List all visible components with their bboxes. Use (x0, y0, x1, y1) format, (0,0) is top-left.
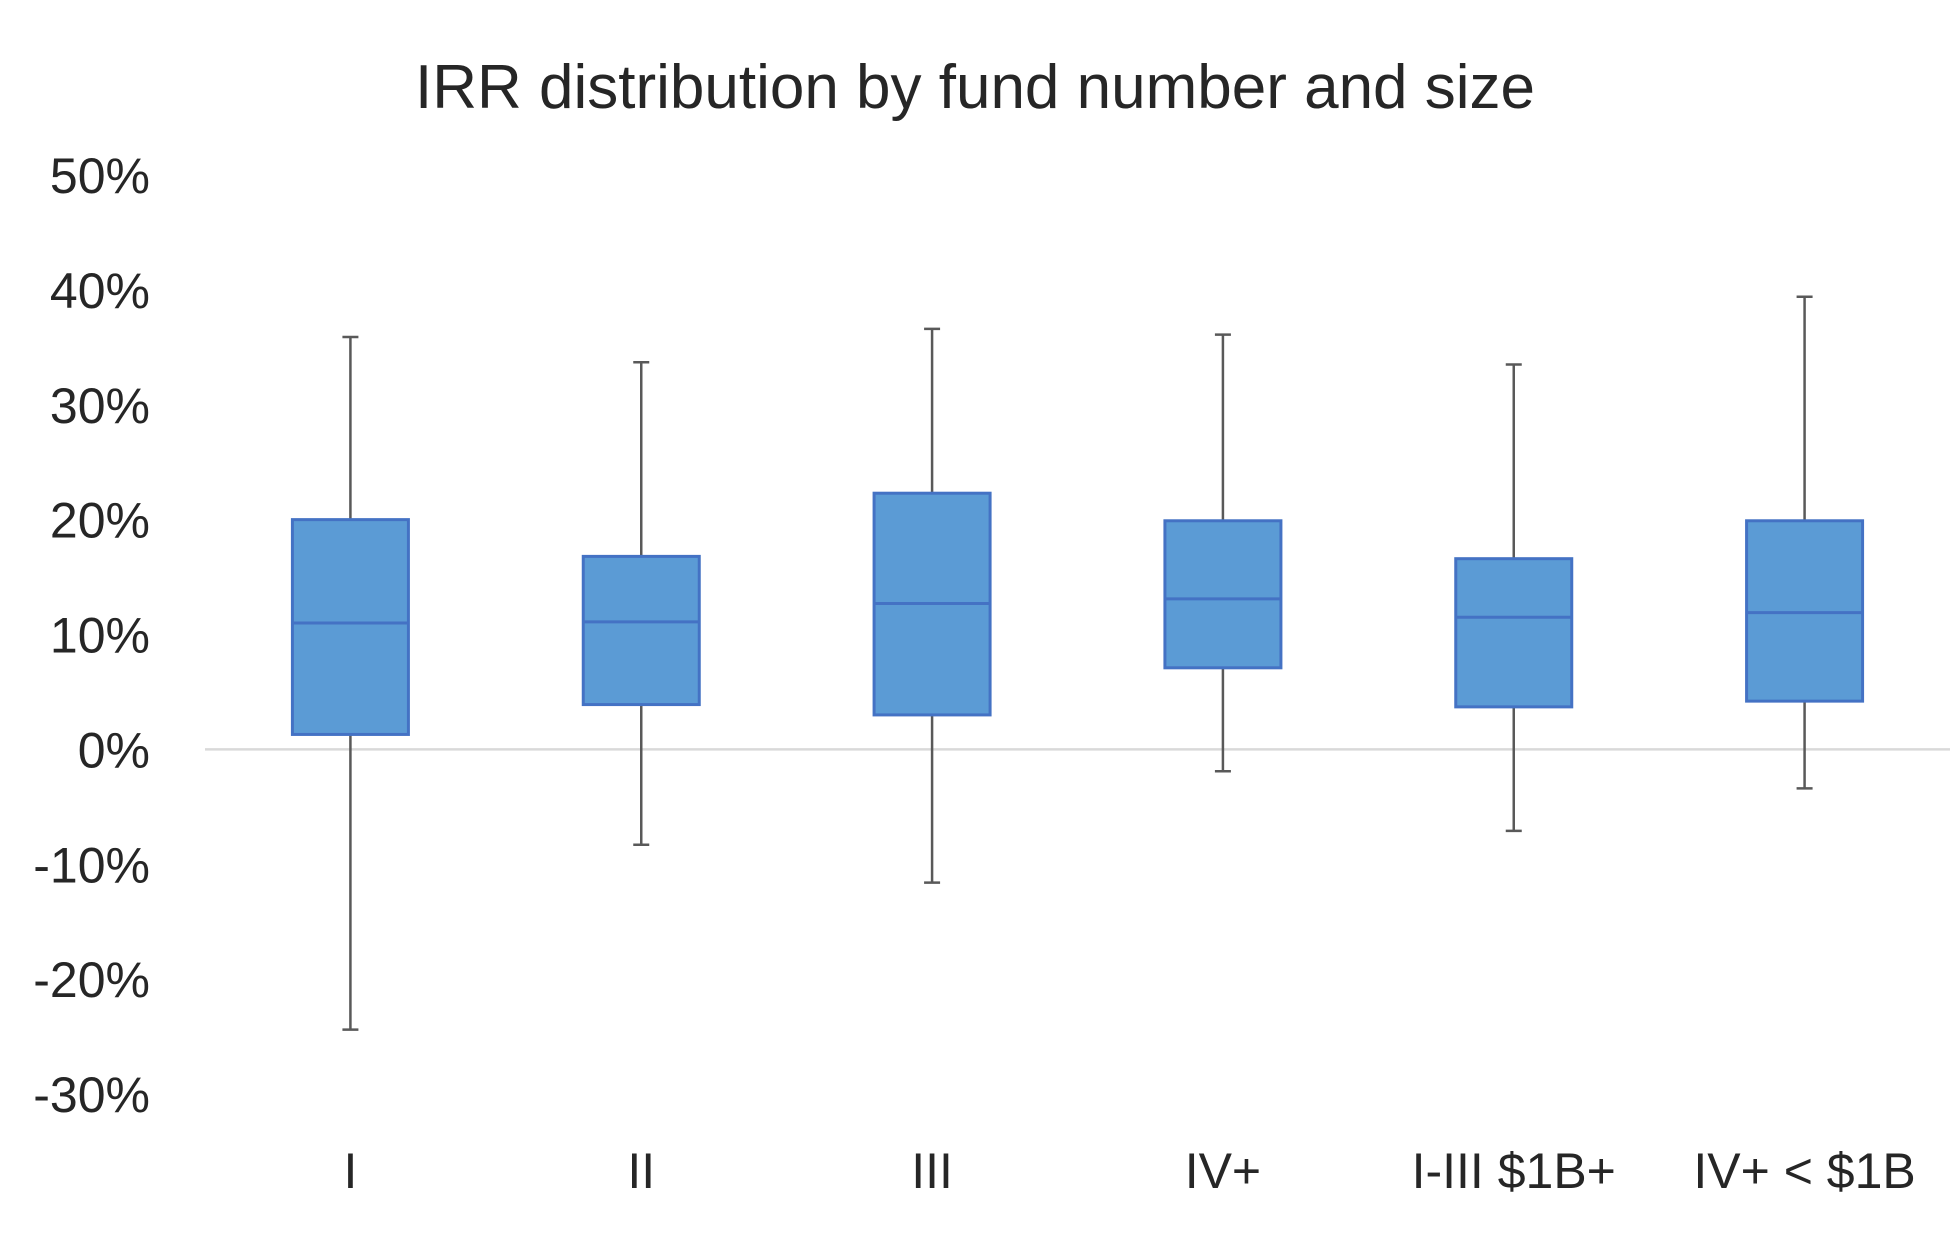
y-tick-label: 40% (50, 263, 150, 319)
x-axis-labels: I II III IV+ I-III $1B+ IV+ < $1B (343, 1143, 1915, 1199)
iqr-box (581, 554, 701, 707)
y-tick-label: 20% (50, 493, 150, 549)
x-category-label: IV+ (1185, 1143, 1261, 1199)
box-plot-1 (581, 360, 701, 846)
y-tick-label: 50% (50, 148, 150, 204)
iqr-box (290, 518, 410, 736)
y-tick-label: -10% (33, 837, 150, 893)
iqr-box (1454, 557, 1574, 709)
y-tick-label: -30% (33, 1067, 150, 1123)
chart-title: IRR distribution by fund number and size (415, 53, 1535, 122)
boxes-group (290, 295, 1865, 1031)
x-category-label: I (343, 1143, 357, 1199)
x-category-label: IV+ < $1B (1693, 1143, 1915, 1199)
x-category-label: III (911, 1143, 953, 1199)
y-tick-label: 30% (50, 378, 150, 434)
iqr-box (1745, 519, 1865, 703)
y-tick-label: 0% (78, 722, 150, 778)
box-plot-2 (872, 327, 992, 884)
y-tick-label: 10% (50, 608, 150, 664)
box-plot-3 (1163, 333, 1283, 773)
y-axis-labels: 50% 40% 30% 20% 10% 0% -10% -20% -30% (33, 148, 150, 1123)
iqr-box (1163, 519, 1283, 670)
box-plot-0 (290, 335, 410, 1031)
x-category-label: I-III $1B+ (1412, 1143, 1616, 1199)
box-plot-5 (1745, 295, 1865, 790)
y-tick-label: -20% (33, 952, 150, 1008)
x-category-label: II (627, 1143, 655, 1199)
box-plot-4 (1454, 363, 1574, 833)
